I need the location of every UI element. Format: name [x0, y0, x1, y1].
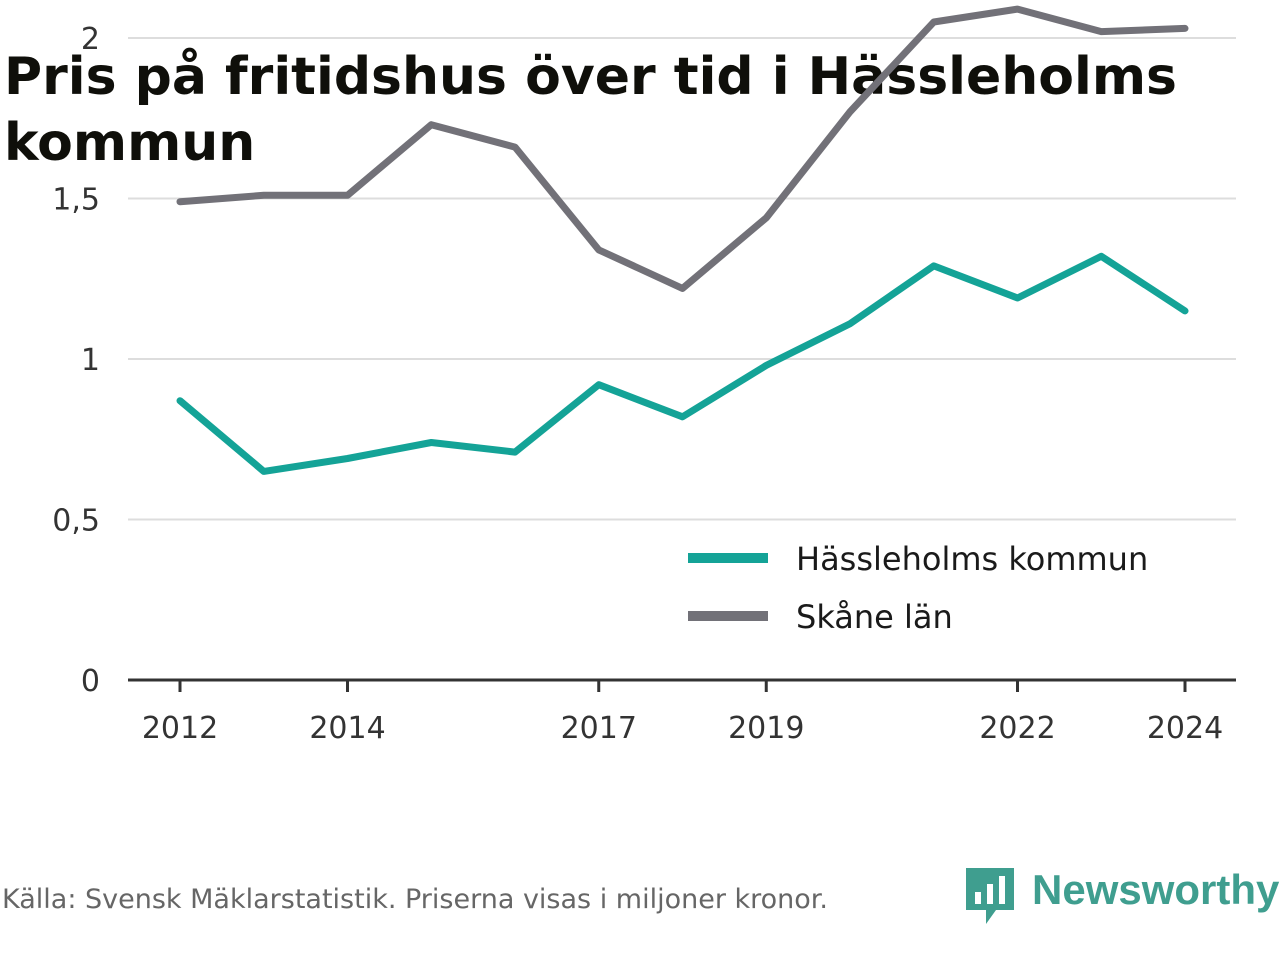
x-tick-label: 2024: [1147, 711, 1223, 746]
series-line-0: [176, 252, 1189, 475]
legend-label: Hässleholms kommun: [796, 540, 1148, 578]
axes: 0 0,5 1 1,5 2 2012 2014 2017 2019 2022 2024: [52, 22, 1236, 746]
x-tick-label: 2022: [979, 711, 1055, 746]
bar-chart-speech-bubble-icon: [966, 868, 1014, 924]
x-tick-label: 2012: [142, 711, 218, 746]
y-tick-label: 1: [81, 343, 100, 378]
brand-name: Newsworthy: [1032, 866, 1280, 913]
y-tick-label: 1,5: [52, 183, 100, 218]
y-tick-label: 2: [81, 22, 100, 57]
x-tick-label: 2019: [728, 711, 804, 746]
y-tick-label: 0,5: [52, 504, 100, 539]
series-lines: [176, 5, 1189, 475]
series-line-1: [176, 5, 1189, 292]
brand-logo: Newsworthy: [962, 864, 1280, 928]
grid-lines: [128, 37, 1236, 521]
x-tick-label: 2017: [561, 711, 637, 746]
line-chart: Hässleholms kommun Skåne län 0 0,5 1 1,5 2 201…: [52, 5, 1236, 746]
y-tick-label: 0: [81, 664, 100, 699]
legend: Hässleholms kommun Skåne län: [672, 528, 1210, 646]
source-note: Källa: Svensk Mäklarstatistik. Priserna …: [2, 884, 829, 915]
chart-title: Pris på fritidshus över tid i Hässleholm…: [4, 47, 1177, 173]
legend-background: [672, 528, 1210, 646]
legend-label: Skåne län: [796, 598, 953, 636]
x-tick-label: 2014: [309, 711, 385, 746]
